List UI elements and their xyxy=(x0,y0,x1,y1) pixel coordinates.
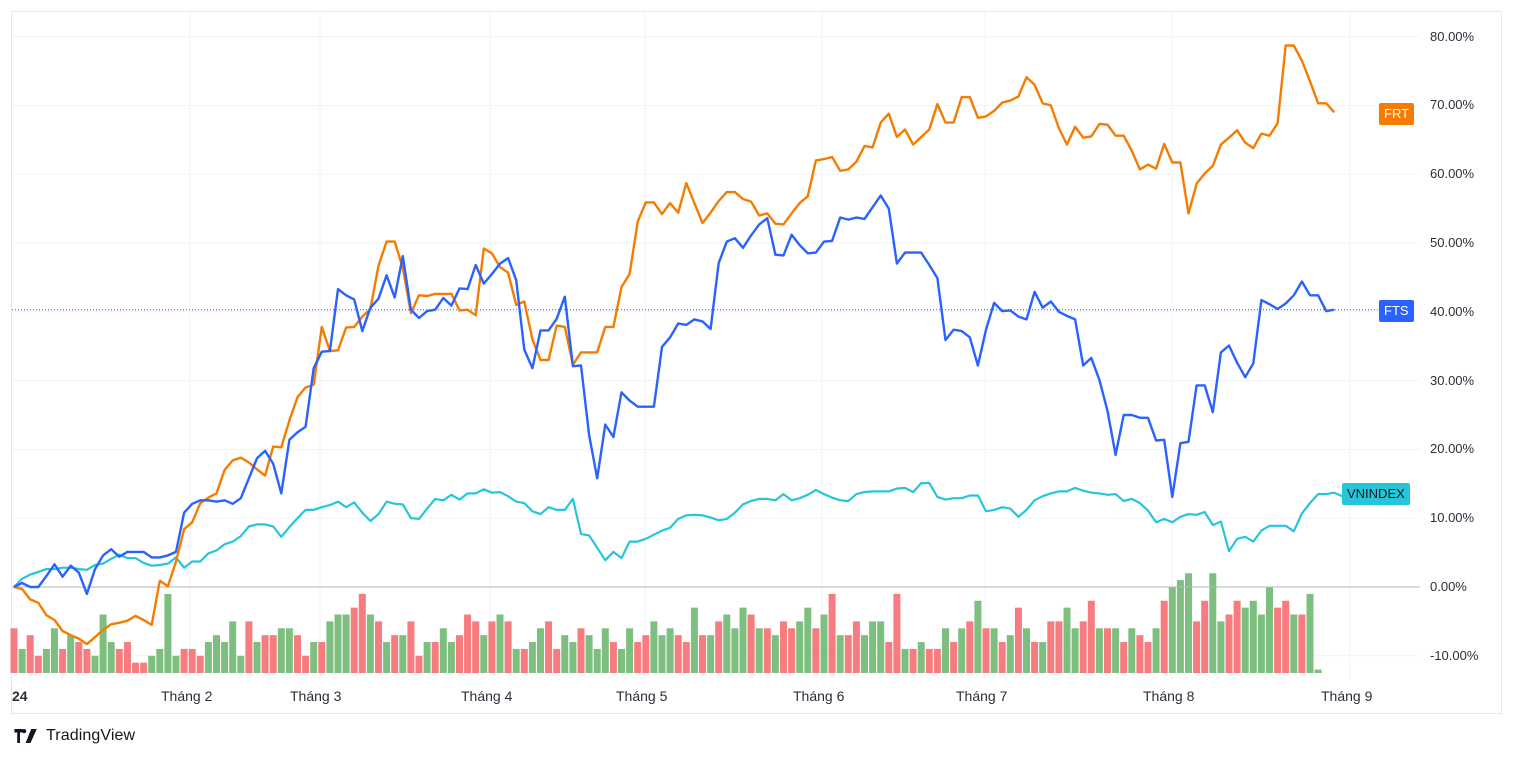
y-axis-label: 10.00% xyxy=(1430,510,1475,526)
fts-series-tag: FTS xyxy=(1379,300,1414,322)
y-axis-label: 0.00% xyxy=(1430,579,1467,594)
x-axis-label: 24 xyxy=(12,688,28,704)
x-axis-label: Tháng 6 xyxy=(793,688,845,704)
x-axis-label: Tháng 8 xyxy=(1143,688,1195,704)
gridlines xyxy=(12,12,1421,680)
tradingview-logo-icon xyxy=(14,729,37,743)
y-axis-label: 50.00% xyxy=(1430,235,1475,250)
y-axis-label: 60.00% xyxy=(1430,166,1475,182)
x-axis-label: Tháng 2 xyxy=(161,688,213,704)
x-axis-label: Tháng 4 xyxy=(461,688,513,704)
y-axis-label: 40.00% xyxy=(1430,303,1475,319)
frt-series-tag: FRT xyxy=(1379,103,1415,125)
tradingview-brand-text: TradingView xyxy=(46,727,136,744)
y-axis-label: 20.00% xyxy=(1430,441,1475,457)
x-axis-label: Tháng 5 xyxy=(616,688,668,704)
x-axis-label: Tháng 7 xyxy=(956,688,1008,704)
x-axis-label: Tháng 3 xyxy=(290,688,342,704)
vnindex-series-tag: VNINDEX xyxy=(1342,483,1410,505)
y-axis-label: -10.00% xyxy=(1430,647,1479,663)
vnindex-line[interactable] xyxy=(13,482,1368,588)
y-axis-label: 80.00% xyxy=(1430,28,1475,44)
y-axis-label: 70.00% xyxy=(1430,97,1475,113)
volume-bars xyxy=(10,573,1322,673)
tradingview-branding[interactable]: TradingView xyxy=(14,727,135,745)
y-axis-label: 30.00% xyxy=(1430,372,1475,388)
x-axis-label: Tháng 9 xyxy=(1321,688,1373,704)
fts-line[interactable] xyxy=(13,194,1335,596)
frt-line[interactable] xyxy=(13,44,1336,646)
